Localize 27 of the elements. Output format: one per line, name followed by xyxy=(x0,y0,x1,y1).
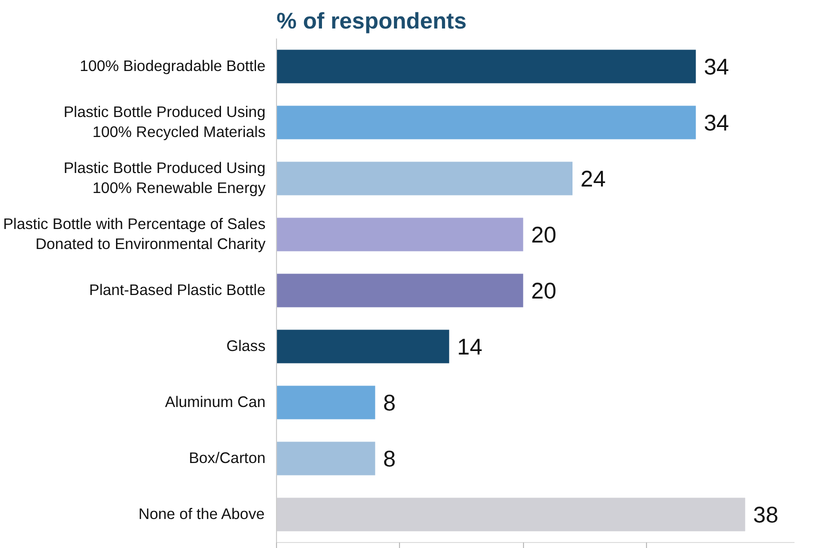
y-tick-label: Aluminum Can xyxy=(164,394,266,411)
data-label: 8 xyxy=(383,446,396,472)
chart-title: % of respondents xyxy=(276,8,467,34)
bar xyxy=(276,330,450,364)
y-tick-label: None of the Above xyxy=(138,506,265,523)
y-tick-label: Plant-Based Plastic Bottle xyxy=(89,282,266,299)
bar xyxy=(276,274,524,308)
bar xyxy=(276,218,524,252)
bar xyxy=(276,442,376,476)
bar xyxy=(276,386,376,420)
data-label: 34 xyxy=(704,110,730,136)
data-label: 24 xyxy=(580,166,606,192)
y-tick-label: Plastic Bottle Produced Using 100% Recycled Materials xyxy=(64,104,266,142)
data-label: 20 xyxy=(531,278,556,304)
y-tick-label: Plastic Bottle with Percentage of Sales Donated to Environmental Charity xyxy=(3,216,266,254)
bar xyxy=(276,50,696,84)
y-tick-label: Plastic Bottle Produced Using 100% Renewable Energy xyxy=(64,160,266,198)
data-label: 38 xyxy=(753,502,778,528)
bar xyxy=(276,162,572,196)
y-tick-label: Box/Carton xyxy=(188,450,266,467)
y-tick-label: Glass xyxy=(226,338,266,355)
bar xyxy=(276,106,696,140)
data-label: 8 xyxy=(383,390,396,416)
data-label: 14 xyxy=(457,334,482,360)
data-label: 20 xyxy=(531,222,556,248)
y-tick-label: 100% Biodegradable Bottle xyxy=(80,58,266,75)
data-label: 34 xyxy=(704,54,730,80)
